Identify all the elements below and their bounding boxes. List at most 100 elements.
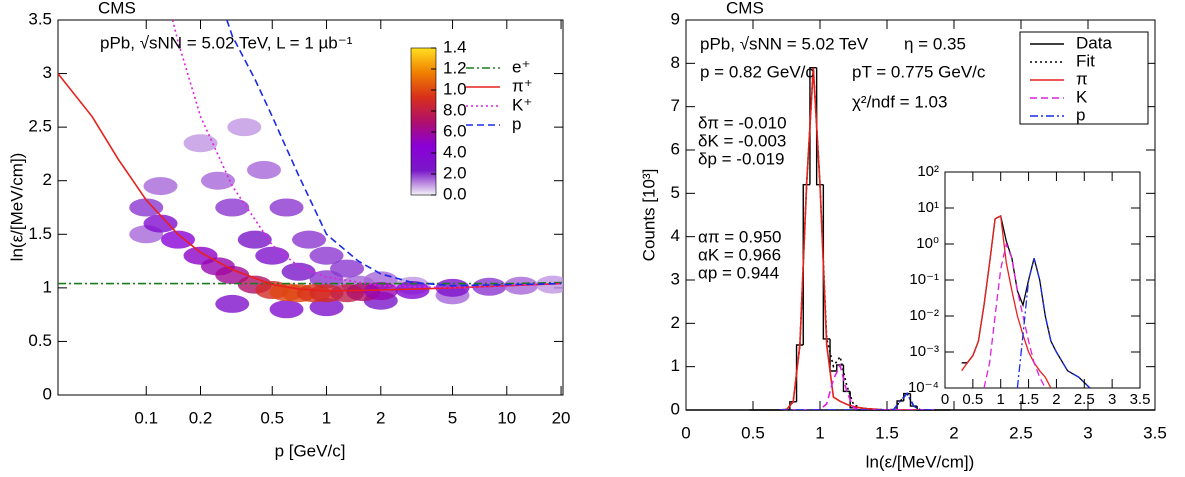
curve	[779, 67, 934, 410]
legend-label: e⁺	[512, 57, 530, 76]
experiment-label: CMS	[98, 0, 136, 17]
y-axis-label: Counts [10³]	[639, 169, 658, 262]
density-cell	[269, 300, 304, 319]
density-cell	[160, 230, 195, 249]
density-cell	[309, 298, 344, 317]
x-tick-label: 1	[997, 391, 1005, 408]
annotation: pPb, √sNN = 5.02 TeV	[700, 34, 869, 53]
density-cell	[269, 198, 304, 217]
y-tick-label: 7	[671, 96, 680, 115]
x-axis-label: p [GeV/c]	[275, 441, 346, 460]
density-cell	[183, 134, 218, 153]
y-axis-label: ln(ε/[MeV/cm])	[7, 153, 26, 262]
x-axis-label: ln(ε/[MeV/cm])	[866, 452, 975, 471]
curve	[58, 281, 563, 285]
y-tick-label: 2.5	[28, 117, 52, 136]
y-tick-label: 3	[671, 269, 680, 288]
annotation: απ = 0.950	[698, 227, 781, 246]
y-tick-label: 6	[671, 139, 680, 158]
x-tick-label: 0.1	[134, 408, 158, 427]
y-tick-label: 2	[43, 170, 52, 189]
histogram-bin	[903, 392, 911, 401]
y-tick-label: 2	[671, 313, 680, 332]
annotation: αK = 0.966	[698, 245, 781, 264]
x-tick-label: 0.5	[962, 391, 983, 408]
x-tick-label: 3.5	[1130, 391, 1151, 408]
colorbar-tick-label: 1.4	[443, 37, 467, 56]
legend-label: p	[1076, 105, 1085, 124]
annotation: p = 0.82 GeV/c	[700, 62, 814, 81]
histogram-bin	[815, 67, 824, 186]
x-tick-label: 10	[497, 408, 516, 427]
colorbar-tick-label: 0.0	[443, 184, 467, 203]
density-cell	[143, 214, 178, 233]
y-tick-label: 10⁻²	[909, 307, 939, 324]
y-tick-label: 4	[671, 226, 680, 245]
annotation: pT = 0.775 GeV/c	[852, 62, 986, 81]
y-tick-label: 5	[671, 183, 680, 202]
histogram-bin	[822, 184, 831, 340]
density-cell	[215, 294, 250, 313]
histogram-bin	[896, 400, 904, 410]
colorbar-tick-label: 4.0	[443, 142, 467, 161]
x-tick-label: 0	[681, 423, 690, 442]
x-tick-label: 2	[949, 423, 958, 442]
x-tick-label: 1	[815, 423, 824, 442]
y-tick-label: 1.5	[28, 224, 52, 243]
annotation: η = 0.35	[904, 34, 966, 53]
density-cell	[330, 259, 365, 278]
histogram-bin	[789, 401, 797, 410]
density-cell	[143, 177, 178, 196]
x-tick-label: 2	[376, 408, 385, 427]
x-tick-label: 1.5	[1018, 391, 1039, 408]
y-tick-label: 10⁻⁴	[908, 379, 939, 396]
curve	[58, 73, 562, 292]
x-tick-label: 3	[1083, 423, 1092, 442]
x-tick-label: 0.5	[741, 423, 765, 442]
histogram-bin	[809, 66, 817, 185]
density-cell	[129, 198, 164, 217]
curve	[779, 363, 934, 410]
histogram-bin	[802, 183, 810, 345]
y-tick-label: 9	[671, 9, 680, 28]
annotation: δp = -0.019	[698, 149, 785, 168]
y-tick-label: 1	[671, 356, 680, 375]
legend-label: K⁺	[512, 95, 532, 114]
x-tick-label: 0.2	[189, 408, 213, 427]
density-cell	[237, 230, 272, 249]
x-tick-label: 0	[941, 391, 949, 408]
colorbar-tick-label: 2.0	[443, 163, 467, 182]
x-tick-label: 1.5	[875, 423, 899, 442]
y-tick-label: 0	[671, 399, 680, 418]
legend-box	[1019, 31, 1149, 125]
density-cell	[200, 171, 235, 190]
annotation: δK = -0.003	[698, 131, 786, 150]
density-cell	[395, 281, 430, 299]
legend-label: π	[1076, 69, 1088, 88]
y-tick-label: 10⁻¹	[909, 271, 939, 288]
colorbar	[410, 47, 437, 196]
x-tick-label: 1	[322, 408, 331, 427]
density-cell	[363, 282, 398, 301]
x-tick-label: 3.5	[1143, 423, 1167, 442]
x-tick-label: 0.5	[260, 408, 284, 427]
density-cell	[246, 161, 281, 179]
density-cell	[255, 246, 290, 265]
legend-label: p	[512, 114, 521, 133]
annotation: χ²/ndf = 1.03	[852, 92, 947, 111]
x-tick-label: 3	[1108, 391, 1116, 408]
colorbar-tick-label: 8.0	[443, 100, 467, 119]
legend-label: π⁺	[512, 76, 533, 95]
y-tick-label: 1	[43, 277, 52, 296]
density-cell	[227, 118, 262, 137]
density-cell	[215, 266, 250, 284]
histogram-bin	[842, 364, 851, 393]
x-tick-label: 2.5	[1009, 423, 1033, 442]
y-tick-label: 0.5	[28, 331, 52, 350]
y-tick-label: 10⁻³	[909, 343, 939, 360]
x-tick-label: 2	[1052, 391, 1060, 408]
curve	[779, 67, 934, 410]
legend-label: Data	[1076, 33, 1112, 52]
density-cell	[292, 230, 327, 249]
